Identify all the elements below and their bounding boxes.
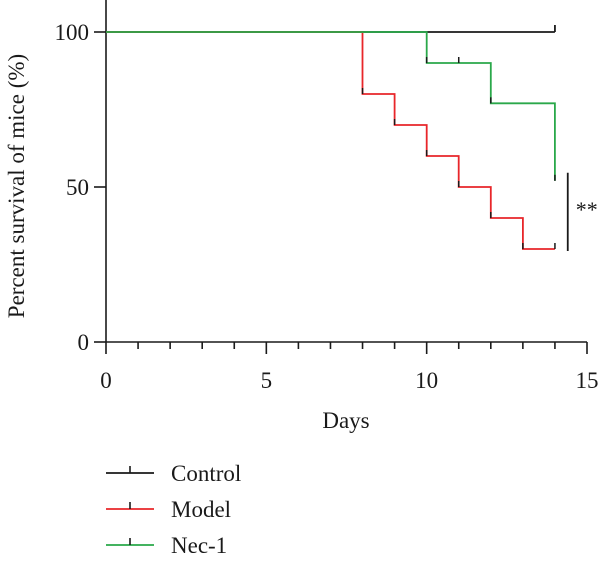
- legend-item-control: Control: [106, 461, 241, 486]
- y-axis-title: Percent survival of mice (%): [4, 54, 29, 318]
- series-line-nec-1: [106, 31, 556, 181]
- legend-item-nec-1: Nec-1: [106, 533, 227, 558]
- legend-label: Model: [171, 497, 231, 522]
- legend-label: Nec-1: [171, 533, 227, 558]
- x-tick-label: 5: [261, 368, 273, 393]
- x-axis-title: Days: [322, 408, 369, 433]
- axes: 0 5 10 15 0 50 100: [55, 0, 599, 393]
- legend-label: Control: [171, 461, 241, 486]
- plot-area: [106, 25, 556, 250]
- significance-label: **: [576, 197, 598, 222]
- x-tick-label: 15: [576, 368, 599, 393]
- legend-item-model: Model: [106, 497, 231, 522]
- y-tick-label: 100: [55, 20, 90, 45]
- annotations: **: [566, 172, 598, 251]
- y-tick-label: 50: [66, 175, 89, 200]
- y-tick-label: 0: [78, 330, 90, 355]
- x-tick-label: 10: [415, 368, 438, 393]
- legend: Control Model Nec-1: [106, 461, 241, 558]
- x-tick-label: 0: [100, 368, 112, 393]
- series-line-model: [106, 31, 555, 250]
